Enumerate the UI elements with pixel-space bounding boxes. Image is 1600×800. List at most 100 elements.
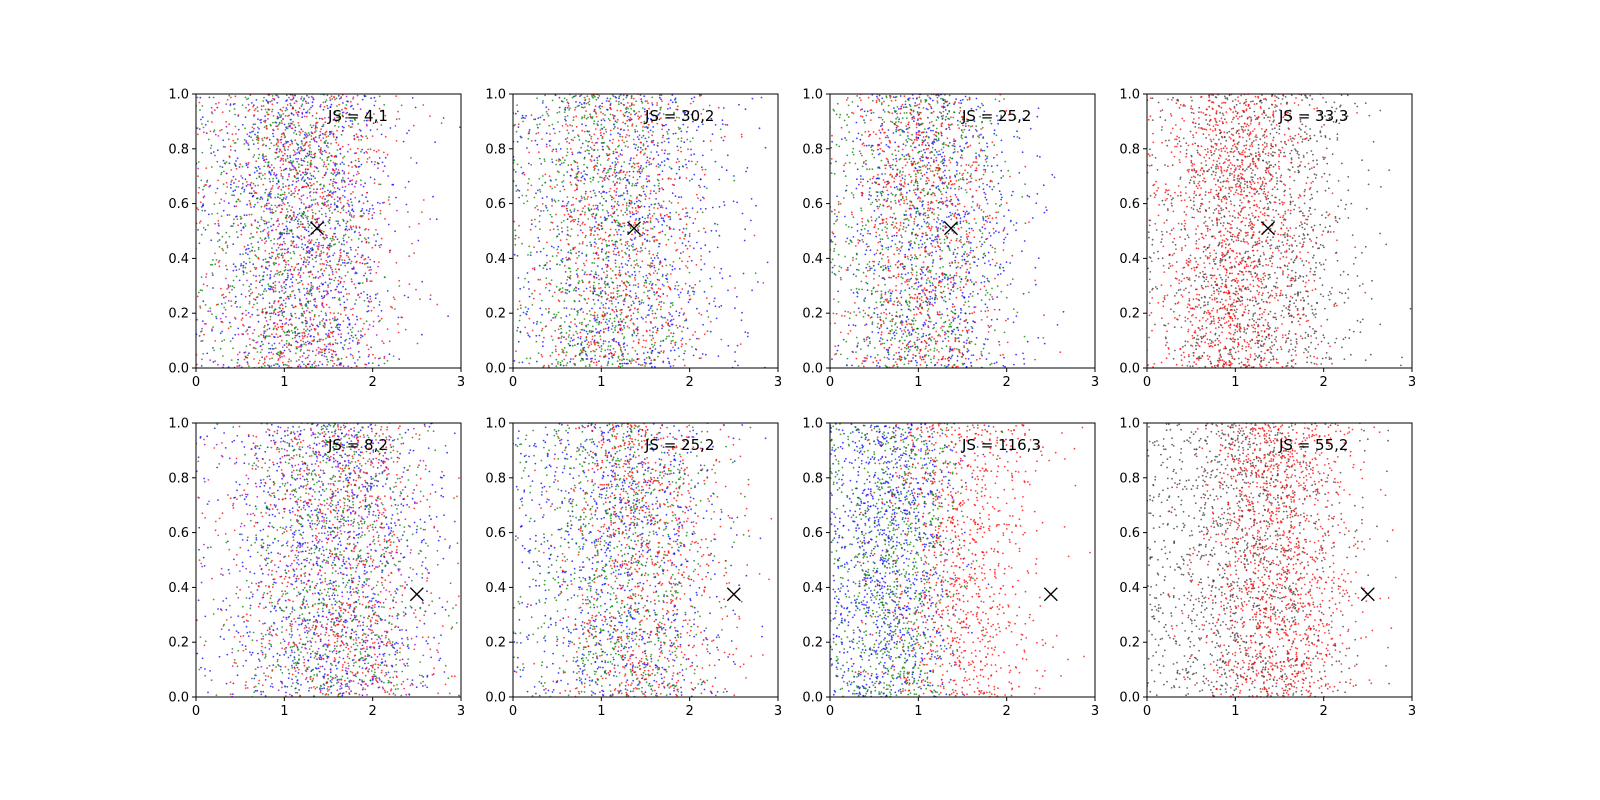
data-point	[561, 287, 564, 289]
data-point	[624, 244, 627, 247]
data-point	[286, 140, 289, 143]
data-point	[222, 249, 225, 252]
data-point	[335, 326, 337, 328]
data-point	[379, 209, 382, 212]
data-point	[299, 149, 302, 152]
data-point	[606, 177, 609, 180]
data-point	[269, 288, 271, 291]
data-point	[614, 228, 617, 231]
data-point	[355, 180, 358, 183]
data-point	[626, 209, 628, 212]
data-point	[355, 225, 357, 228]
data-point	[429, 294, 432, 296]
data-point	[252, 130, 255, 133]
data-point	[291, 233, 294, 235]
data-point	[324, 281, 327, 284]
data-point	[616, 315, 619, 318]
data-point	[298, 288, 301, 291]
data-point	[343, 172, 345, 175]
data-point	[297, 346, 300, 348]
data-point	[257, 118, 259, 121]
data-point	[516, 329, 518, 332]
data-point	[622, 203, 624, 206]
data-point	[237, 327, 240, 330]
data-point	[583, 114, 586, 117]
data-point	[325, 259, 327, 262]
data-point	[286, 127, 289, 130]
data-point	[588, 103, 591, 106]
data-point	[327, 193, 330, 196]
data-point	[582, 262, 585, 265]
data-point	[333, 312, 335, 315]
data-point	[325, 333, 327, 335]
data-point	[249, 202, 252, 205]
data-point	[627, 259, 630, 262]
data-point	[330, 132, 332, 135]
data-point	[616, 233, 619, 236]
data-point	[332, 193, 334, 195]
data-point	[270, 365, 273, 367]
data-point	[649, 307, 652, 310]
data-point	[632, 329, 635, 332]
data-point	[199, 109, 201, 111]
data-point	[322, 125, 325, 127]
data-point	[246, 333, 249, 335]
data-point	[578, 280, 581, 282]
data-point	[198, 186, 201, 189]
data-point	[231, 285, 234, 288]
data-point	[341, 186, 344, 189]
data-point	[299, 131, 302, 134]
data-point	[277, 145, 279, 148]
data-point	[642, 275, 645, 278]
data-point	[643, 232, 646, 235]
data-point	[293, 195, 296, 198]
data-point	[668, 226, 671, 229]
data-point	[690, 97, 693, 100]
data-point	[273, 243, 275, 245]
data-point	[625, 241, 627, 244]
data-point	[643, 358, 646, 361]
data-point	[243, 138, 246, 141]
data-point	[345, 107, 348, 110]
data-point	[320, 351, 322, 354]
data-point	[573, 288, 576, 290]
data-point	[253, 298, 255, 300]
data-point	[334, 111, 337, 114]
data-point	[636, 353, 639, 356]
data-point	[214, 192, 217, 194]
data-point	[301, 243, 304, 245]
data-point	[566, 137, 569, 139]
data-point	[291, 216, 293, 219]
data-point	[292, 168, 295, 171]
data-point	[308, 96, 310, 99]
data-point	[331, 331, 334, 334]
data-point	[343, 309, 346, 311]
data-point	[343, 301, 346, 304]
data-point	[260, 205, 263, 208]
data-point	[361, 328, 364, 330]
data-point	[338, 358, 340, 361]
data-point	[274, 284, 277, 287]
data-point	[379, 212, 382, 215]
data-point	[319, 323, 321, 325]
data-point	[327, 189, 329, 192]
data-point	[594, 273, 597, 275]
data-point	[261, 311, 264, 314]
data-point	[279, 108, 282, 111]
data-point	[662, 325, 664, 328]
data-point	[291, 127, 294, 130]
data-point	[201, 209, 204, 212]
data-point	[666, 153, 669, 155]
data-point	[521, 242, 523, 245]
data-point	[197, 167, 200, 170]
data-point	[621, 266, 624, 268]
data-point	[242, 283, 245, 286]
data-point	[305, 305, 307, 308]
data-point	[286, 108, 289, 111]
data-point	[536, 143, 539, 146]
data-point	[339, 211, 342, 214]
data-point	[273, 238, 276, 240]
data-point	[199, 307, 202, 309]
data-point	[327, 204, 330, 207]
data-point	[407, 180, 410, 183]
